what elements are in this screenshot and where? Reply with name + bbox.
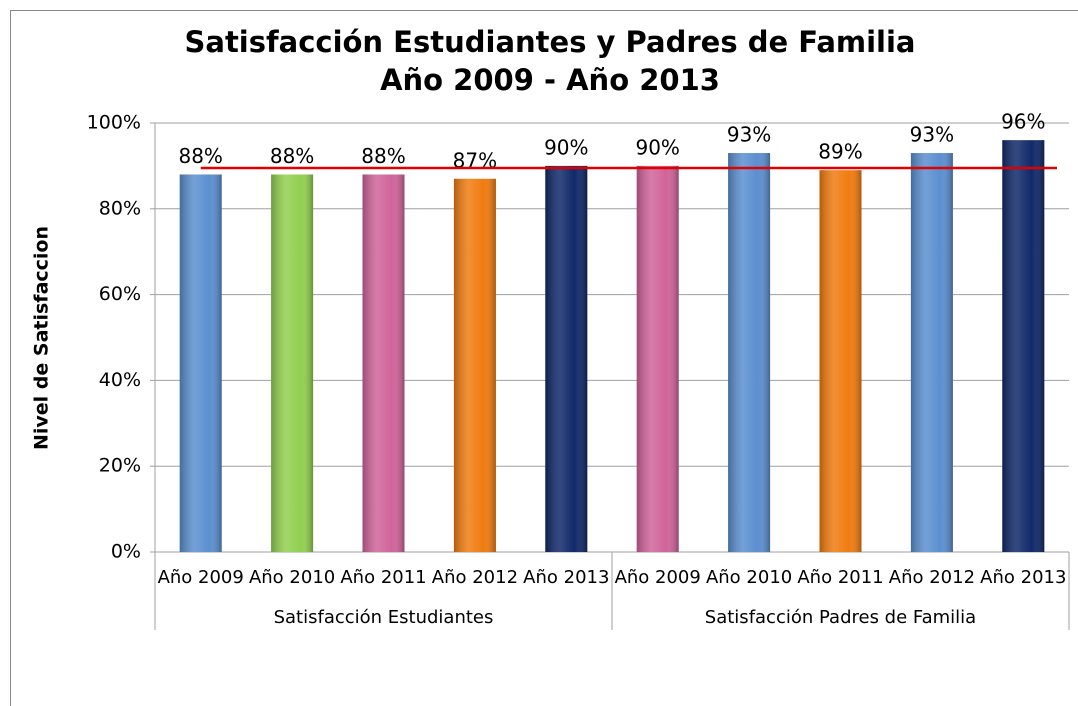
x-tick-label: Año 2012 — [889, 567, 975, 588]
y-tick-label: 40% — [99, 369, 141, 391]
x-tick-label: Año 2013 — [523, 567, 609, 588]
bar-shade — [636, 165, 679, 552]
bar-shade — [362, 174, 405, 553]
value-label: 93% — [727, 123, 771, 147]
value-label: 88% — [178, 144, 222, 168]
y-axis-label: Nivel de Satisfaccion — [31, 226, 53, 450]
x-tick-label: Año 2013 — [980, 567, 1066, 588]
bar-shade — [1002, 140, 1045, 552]
bar-shade — [545, 165, 588, 552]
x-tick-label: Año 2011 — [797, 567, 883, 588]
x-tick-label: Año 2009 — [615, 567, 701, 588]
value-label: 88% — [270, 144, 314, 168]
chart-title: Satisfacción Estudiantes y Padres de Fam… — [184, 25, 915, 59]
bar-shade — [728, 153, 771, 552]
value-label: 88% — [361, 144, 405, 168]
y-tick-label: 100% — [87, 112, 141, 134]
bar-shade — [819, 170, 862, 552]
y-tick-label: 20% — [99, 455, 141, 477]
y-tick-label: 0% — [111, 541, 141, 563]
chart-title: Año 2009 - Año 2013 — [380, 63, 720, 97]
x-tick-label: Año 2011 — [340, 567, 426, 588]
y-tick-label: 80% — [99, 197, 141, 219]
bar-shade — [179, 174, 222, 553]
bar-shade — [910, 153, 953, 552]
x-tick-label: Año 2009 — [158, 567, 244, 588]
x-tick-label: Año 2010 — [249, 567, 335, 588]
group-label: Satisfacción Estudiantes — [274, 607, 494, 628]
value-label: 96% — [1001, 110, 1045, 134]
y-tick-label: 60% — [99, 283, 141, 305]
x-tick-label: Año 2010 — [706, 567, 792, 588]
chart-frame — [10, 10, 1078, 706]
bar-shade — [271, 174, 314, 553]
value-label: 90% — [635, 135, 679, 159]
value-label: 90% — [544, 135, 588, 159]
value-label: 93% — [910, 123, 954, 147]
value-label: 89% — [818, 140, 862, 164]
bar-shade — [453, 178, 496, 552]
x-tick-label: Año 2012 — [432, 567, 518, 588]
group-label: Satisfacción Padres de Familia — [705, 607, 976, 628]
